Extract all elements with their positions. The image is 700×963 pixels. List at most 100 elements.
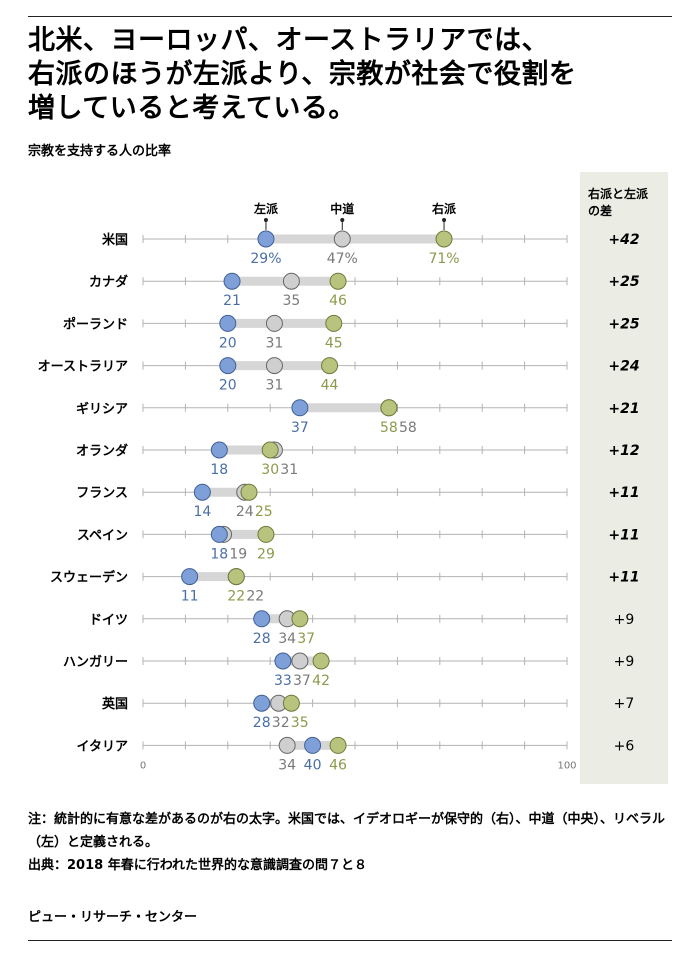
dot-center	[333, 230, 351, 248]
country-label: ポーランド	[63, 316, 128, 332]
value-label-right: 45	[325, 335, 343, 351]
value-label-center: 47%	[327, 251, 358, 267]
country-label: オーストラリア	[38, 360, 128, 375]
value-label-right: 44	[321, 378, 339, 394]
value-label-right: 71%	[428, 251, 459, 267]
diff-value: +11	[608, 527, 639, 543]
diff-value: +12	[608, 443, 639, 459]
value-label-left: 18	[210, 546, 228, 562]
country-label: ハンガリー	[63, 655, 128, 670]
dot-right	[227, 568, 245, 586]
dot-left	[210, 525, 228, 543]
value-label-left: 14	[193, 504, 211, 520]
dot-right	[291, 610, 309, 628]
diff-value: +9	[614, 612, 635, 628]
value-label-left: 11	[181, 589, 199, 605]
dot-right	[380, 399, 398, 417]
dot-right	[282, 694, 300, 712]
value-label-center: 24	[236, 504, 254, 520]
dot-left	[223, 272, 241, 290]
chart-subtitle: 宗教を支持する人の比率	[28, 144, 172, 159]
value-label-center: 34	[278, 757, 296, 773]
diff-value: +21	[608, 401, 639, 417]
value-label-right: 22	[227, 589, 245, 605]
dot-right	[257, 525, 275, 543]
country-label: スウェーデン	[50, 570, 128, 586]
value-label-right: 30	[261, 462, 279, 478]
bottom-rule	[28, 940, 672, 941]
diff-value: +7	[614, 696, 635, 712]
dot-left	[193, 483, 211, 501]
dot-center	[282, 272, 300, 290]
country-label: イタリア	[77, 739, 128, 754]
diff-value: +24	[608, 359, 639, 375]
source-note: 出典：2018 年春に行われた世界的な意識調査の問７と８	[28, 858, 368, 873]
series-label-right: 右派	[431, 201, 457, 216]
value-label-left: 40	[304, 757, 322, 773]
notes: 注：統計的に有意な差があるのが右の太字。米国では、イデオロギーが保守的（右）、中…	[28, 808, 672, 877]
value-label-left: 37	[291, 420, 309, 436]
country-label: オランダ	[76, 443, 128, 459]
country-label: カナダ	[89, 274, 128, 290]
value-label-center: 31	[266, 335, 284, 351]
dot-left	[181, 568, 199, 586]
country-label: フランス	[76, 486, 128, 501]
dot-right	[435, 230, 453, 248]
series-pointer-dot-right	[442, 218, 447, 222]
dot-center	[265, 357, 283, 375]
dot-left	[219, 357, 237, 375]
value-label-right: 42	[312, 673, 330, 689]
top-rule	[28, 16, 672, 17]
value-label-left: 20	[219, 335, 237, 351]
organization-name: ピュー・リサーチ・センター	[28, 910, 198, 925]
dot-center	[278, 736, 296, 754]
series-label-center: 中道	[330, 201, 354, 216]
value-label-center: 31	[280, 462, 298, 478]
chart-title: 北米、ヨーロッパ、オーストラリアでは、 右派のほうが左派より、宗教が社会で役割を…	[28, 25, 577, 124]
diff-value: +11	[608, 570, 639, 586]
dot-left	[274, 652, 292, 670]
value-label-left: 28	[253, 715, 271, 731]
value-label-center: 19	[229, 546, 247, 562]
diff-column-background	[580, 172, 668, 784]
dot-left	[304, 736, 322, 754]
dot-right	[325, 314, 343, 332]
dot-right	[312, 652, 330, 670]
country-label: 米国	[102, 232, 128, 248]
value-label-right: 46	[329, 293, 347, 309]
value-label-left: 18	[210, 462, 228, 478]
diff-column-header: の差	[588, 203, 612, 218]
diff-column-header: 右派と左派	[587, 186, 649, 201]
value-label-left: 21	[223, 293, 241, 309]
value-label-center: 34	[278, 631, 296, 647]
dot-left	[210, 441, 228, 459]
dot-left	[257, 230, 275, 248]
value-label-right: 25	[255, 504, 273, 520]
x-tick-label: 0	[140, 760, 146, 771]
dot-right	[261, 441, 279, 459]
country-label: ドイツ	[89, 613, 128, 628]
diff-value: +9	[614, 654, 635, 670]
value-label-right: 35	[291, 715, 309, 731]
diff-value: +42	[608, 232, 639, 248]
value-label-center: 37	[293, 673, 311, 689]
series-pointer-dot-left	[263, 218, 268, 222]
diff-value: +25	[608, 274, 639, 290]
series-pointer-dot-center	[340, 218, 345, 222]
value-label-center: 32	[272, 715, 290, 731]
value-label-right: 29	[257, 546, 275, 562]
diff-value: +6	[614, 738, 635, 754]
value-label-right: 37	[297, 631, 315, 647]
value-label-left: 28	[253, 631, 271, 647]
country-label: ギリシア	[76, 401, 128, 417]
dot-center	[291, 652, 309, 670]
dot-right	[329, 736, 347, 754]
dot-left	[253, 694, 271, 712]
value-label-center: 58	[399, 420, 417, 436]
significance-note: 注：統計的に有意な差があるのが右の太字。米国では、イデオロギーが保守的（右）、中…	[28, 812, 666, 850]
value-label-center: 31	[266, 378, 284, 394]
diff-value: +25	[608, 316, 639, 332]
dot-center	[265, 314, 283, 332]
value-label-right: 58	[380, 420, 398, 436]
